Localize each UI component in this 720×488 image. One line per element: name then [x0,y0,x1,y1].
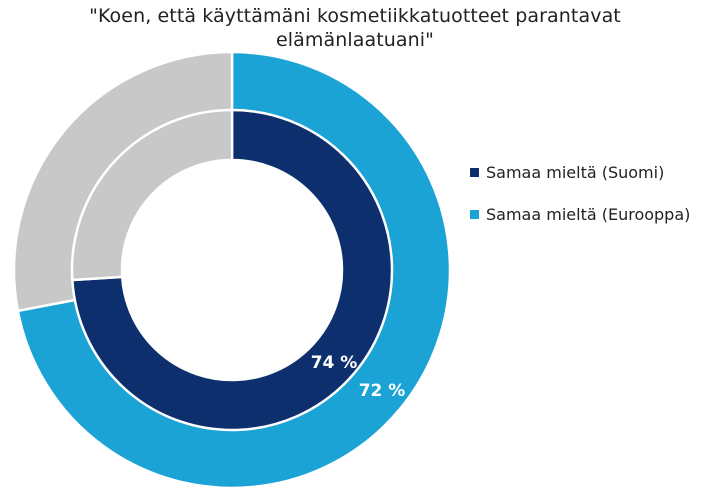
slice-suomi-remainder [70,108,234,282]
slice-suomi-agree [70,108,394,432]
data-label-suomi: 74 % [311,353,358,373]
chart-legend: Samaa mieltä (Suomi) Samaa mieltä (Euroo… [470,160,690,244]
legend-item-suomi: Samaa mieltä (Suomi) [470,160,690,184]
chart-title: "Koen, että käyttämäni kosmetiikkatuotte… [89,5,621,51]
legend-label-eurooppa: Samaa mieltä (Eurooppa) [486,204,691,224]
legend-swatch-eurooppa [470,209,479,219]
data-labels: 74 % 72 % [311,353,406,401]
legend-label-suomi: Samaa mieltä (Suomi) [486,162,665,182]
inner-ring-suomi [70,108,394,432]
legend-swatch-suomi [470,167,479,177]
data-label-eurooppa: 72 % [359,381,406,401]
legend-item-eurooppa: Samaa mieltä (Eurooppa) [470,202,690,226]
